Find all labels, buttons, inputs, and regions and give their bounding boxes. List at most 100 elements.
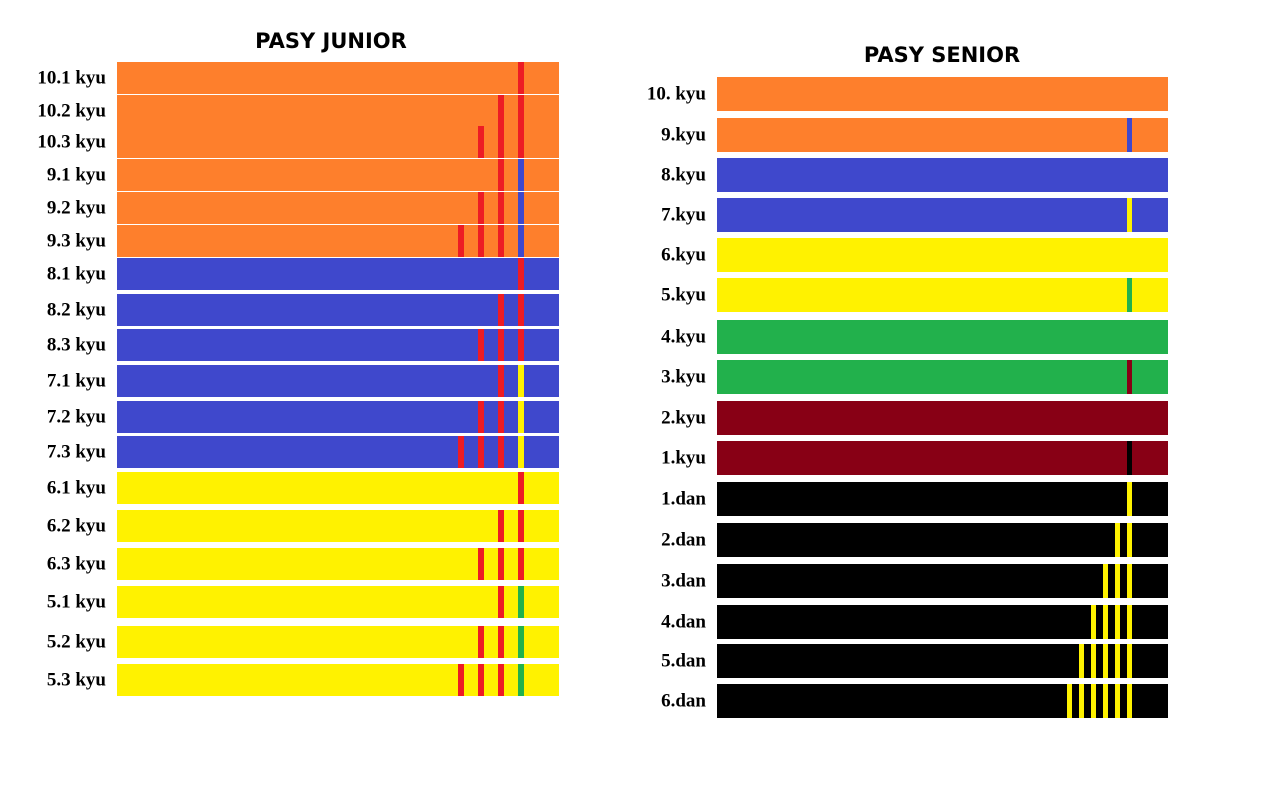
rank-label: 3.dan (661, 570, 706, 591)
belt (117, 548, 559, 580)
belt (717, 482, 1168, 516)
stripe (518, 626, 524, 658)
belt (717, 564, 1168, 598)
stripe (518, 510, 524, 542)
rank-label: 5.1 kyu (47, 591, 107, 612)
stripe (518, 401, 524, 433)
rank-label: 4.dan (661, 611, 706, 632)
belt (117, 436, 559, 468)
stripe (498, 329, 504, 361)
stripe (498, 586, 504, 618)
rank-label: 6.1 kyu (47, 477, 107, 498)
rank-label: 1.dan (661, 488, 706, 509)
stripe (498, 626, 504, 658)
rank-label: 6.kyu (661, 244, 706, 265)
stripe (518, 472, 524, 504)
stripe (1103, 564, 1108, 598)
rank-label: 2.dan (661, 529, 706, 550)
rank-label: 9.2 kyu (47, 197, 107, 218)
stripe (518, 294, 524, 326)
stripe (1127, 482, 1132, 516)
belt (117, 95, 559, 127)
stripe (518, 258, 524, 290)
stripe (518, 436, 524, 468)
belt (117, 62, 559, 94)
belt (117, 329, 559, 361)
stripe (498, 294, 504, 326)
stripe (498, 401, 504, 433)
stripe (1079, 684, 1084, 718)
belt (117, 586, 559, 618)
rank-label: 5.3 kyu (47, 669, 107, 690)
belt (117, 626, 559, 658)
belt (717, 158, 1168, 192)
belt (717, 238, 1168, 272)
stripe (498, 510, 504, 542)
belt (717, 523, 1168, 557)
belt (117, 159, 559, 191)
rank-label: 7.kyu (661, 204, 706, 225)
belt (717, 118, 1168, 152)
belt (117, 126, 559, 158)
rank-label: 10. kyu (647, 83, 707, 104)
rank-label: 9.1 kyu (47, 164, 107, 185)
junior-title: PASY JUNIOR (255, 29, 407, 53)
rank-label: 10.1 kyu (37, 67, 106, 88)
stripe (518, 586, 524, 618)
rank-label: 8.kyu (661, 164, 706, 185)
rank-label: 6.3 kyu (47, 553, 107, 574)
stripe (1127, 684, 1132, 718)
stripe (498, 95, 504, 127)
stripe (1115, 605, 1120, 639)
belt (717, 644, 1168, 678)
stripe (478, 329, 484, 361)
rank-label: 4.kyu (661, 326, 706, 347)
stripe (478, 126, 484, 158)
stripe (1091, 644, 1096, 678)
stripe (498, 126, 504, 158)
rank-label: 10.3 kyu (37, 131, 106, 152)
rank-label: 3.kyu (661, 366, 706, 387)
rank-label: 6.2 kyu (47, 515, 107, 536)
stripe (1127, 605, 1132, 639)
rank-label: 7.3 kyu (47, 441, 107, 462)
belt (117, 664, 559, 696)
belt (717, 605, 1168, 639)
stripe (498, 548, 504, 580)
stripe (478, 436, 484, 468)
rank-label: 7.1 kyu (47, 370, 107, 391)
belt (717, 401, 1168, 435)
stripe (1115, 523, 1120, 557)
stripe (1091, 605, 1096, 639)
rank-label: 5.dan (661, 650, 706, 671)
stripe (1115, 644, 1120, 678)
stripe (498, 192, 504, 224)
rank-label: 5.kyu (661, 284, 706, 305)
belt (117, 225, 559, 257)
stripe (518, 329, 524, 361)
rank-label: 2.kyu (661, 407, 706, 428)
stripe (518, 225, 524, 257)
stripe (478, 664, 484, 696)
belt (717, 360, 1168, 394)
rank-label: 7.2 kyu (47, 406, 107, 427)
belt (117, 365, 559, 397)
stripe (1115, 564, 1120, 598)
stripe (478, 401, 484, 433)
stripe (478, 548, 484, 580)
stripe (1127, 360, 1132, 394)
rank-label: 10.2 kyu (37, 100, 106, 121)
senior-title: PASY SENIOR (864, 43, 1020, 67)
stripe (1103, 605, 1108, 639)
belt (717, 278, 1168, 312)
stripe (1115, 684, 1120, 718)
stripe (458, 664, 464, 696)
rank-label: 9.kyu (661, 124, 706, 145)
belt (117, 192, 559, 224)
belt (117, 401, 559, 433)
stripe (1127, 644, 1132, 678)
stripe (498, 159, 504, 191)
belt (717, 684, 1168, 718)
stripe (518, 548, 524, 580)
